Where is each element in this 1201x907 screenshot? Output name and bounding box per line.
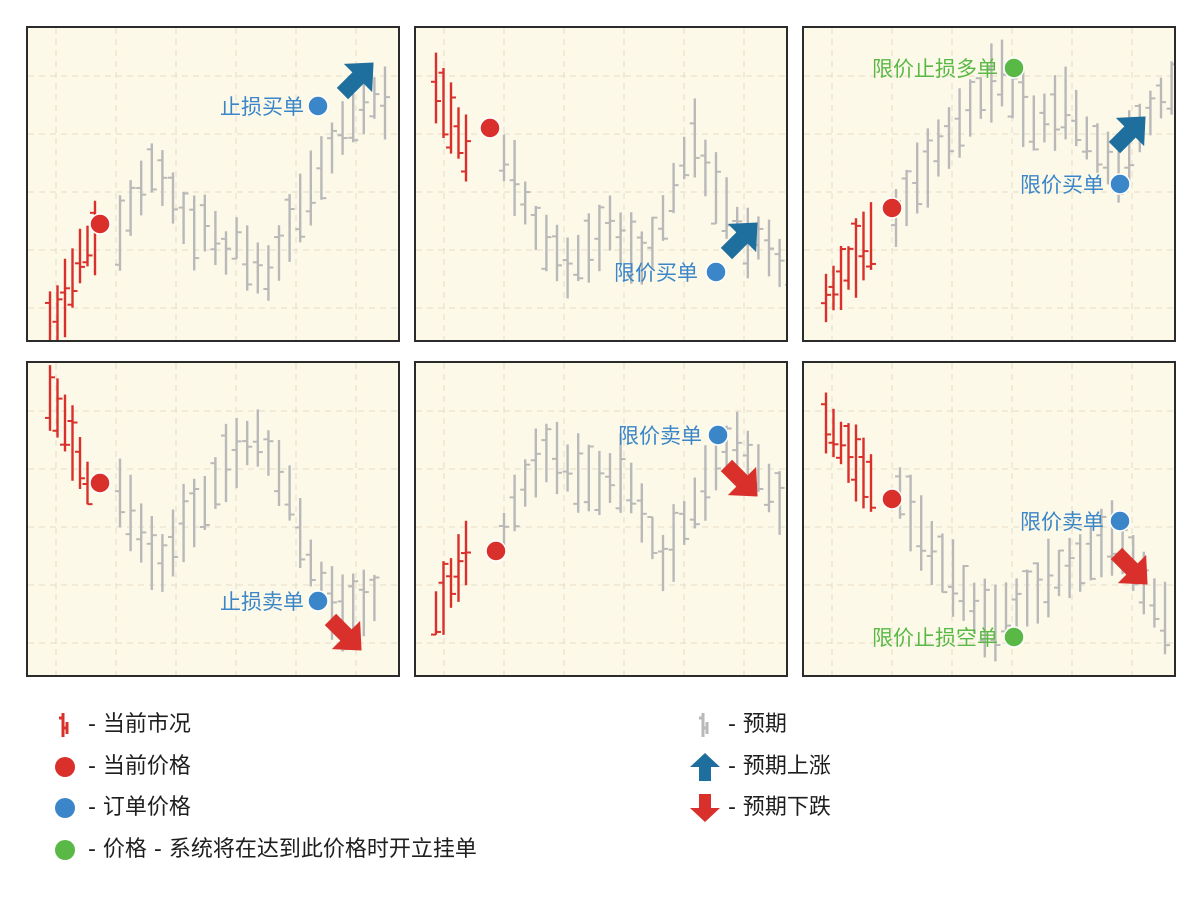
down-arrow-icon — [720, 459, 758, 497]
legend-item-current-price: - 当前价格 — [50, 752, 191, 782]
current-price-dot — [881, 197, 903, 219]
legend-text: - 预期 — [728, 712, 787, 737]
legend-text: - 订单价格 — [88, 795, 191, 820]
legend-text: - 预期上涨 — [728, 754, 831, 779]
legend-text: - 当前市况 — [88, 712, 191, 737]
order-label: 限价卖单 — [1020, 510, 1104, 534]
chart-buy-stop: 止损买单 — [28, 28, 398, 340]
legend-item-trigger-price: - 价格 - 系统将在达到此价格时开立挂单 — [50, 835, 477, 865]
legend-item-order-price: - 订单价格 — [50, 793, 191, 823]
up-arrow-icon — [1108, 116, 1146, 154]
price-bars — [431, 52, 471, 182]
chart-buy-limit: 限价买单 — [416, 28, 786, 340]
order-price-dot — [1109, 173, 1131, 195]
order-label: 限价买单 — [614, 261, 698, 285]
grid — [28, 363, 398, 675]
price-bars — [45, 365, 93, 506]
panel-sell-stop-limit: 限价卖单限价止损空单 — [802, 361, 1176, 677]
order-price-dot — [307, 590, 329, 612]
trigger-price-dot — [1003, 57, 1025, 79]
legend-item-expected-fall: - 预期下跌 — [690, 793, 831, 823]
price-bars — [115, 66, 390, 301]
red-dot-icon — [50, 752, 80, 782]
grid — [28, 28, 398, 340]
current-price-dot — [479, 117, 501, 139]
current-price-dot — [485, 540, 507, 562]
legend-text: - 价格 - 系统将在达到此价格时开立挂单 — [88, 837, 477, 862]
order-price-dot — [705, 261, 727, 283]
panel-sell-stop: 止损卖单 — [26, 361, 400, 677]
legend-text: - 当前价格 — [88, 754, 191, 779]
order-label: 止损卖单 — [220, 590, 304, 614]
trigger-price-dot — [1003, 626, 1025, 648]
order-label: 止损买单 — [220, 95, 304, 119]
chart-sell-limit: 限价卖单 — [416, 363, 786, 675]
order-price-dot — [307, 95, 329, 117]
price-bars — [895, 467, 1170, 662]
price-bars — [821, 202, 876, 323]
order-price-dot — [707, 424, 729, 446]
current-price-dot — [89, 472, 111, 494]
legend-item-current-market: - 当前市况 — [50, 710, 191, 740]
up-arrow-icon — [690, 752, 720, 782]
current-price-dot — [89, 213, 111, 235]
price-bars — [891, 39, 1174, 247]
red-bars-icon — [50, 710, 80, 740]
panel-buy-limit: 限价买单 — [414, 26, 788, 342]
down-arrow-icon — [1110, 547, 1148, 585]
order-label: 限价买单 — [1020, 173, 1104, 197]
panel-buy-stop: 止损买单 — [26, 26, 400, 342]
order-label: 限价止损空单 — [872, 626, 998, 650]
order-label: 限价止损多单 — [872, 57, 998, 81]
price-bars — [45, 200, 100, 340]
panel-buy-stop-limit: 限价止损多单限价买单 — [802, 26, 1176, 342]
legend-text: - 预期下跌 — [728, 795, 831, 820]
price-bars — [821, 392, 876, 512]
green-dot-icon — [50, 835, 80, 865]
order-price-dot — [1109, 510, 1131, 532]
down-arrow-icon — [690, 793, 720, 823]
price-bars — [499, 411, 785, 592]
price-bars — [115, 409, 380, 652]
price-bars — [431, 520, 471, 636]
blue-dot-icon — [50, 793, 80, 823]
current-price-dot — [881, 488, 903, 510]
chart-sell-stop: 止损卖单 — [28, 363, 398, 675]
legend-item-expected: - 预期 — [690, 710, 787, 740]
up-arrow-icon — [336, 62, 374, 100]
gray-bars-icon — [690, 710, 720, 740]
panel-sell-limit: 限价卖单 — [414, 361, 788, 677]
order-label: 限价卖单 — [618, 424, 702, 448]
grid — [804, 28, 1174, 340]
up-arrow-icon — [720, 222, 758, 260]
legend-item-expected-rise: - 预期上涨 — [690, 752, 831, 782]
down-arrow-icon — [324, 613, 362, 651]
